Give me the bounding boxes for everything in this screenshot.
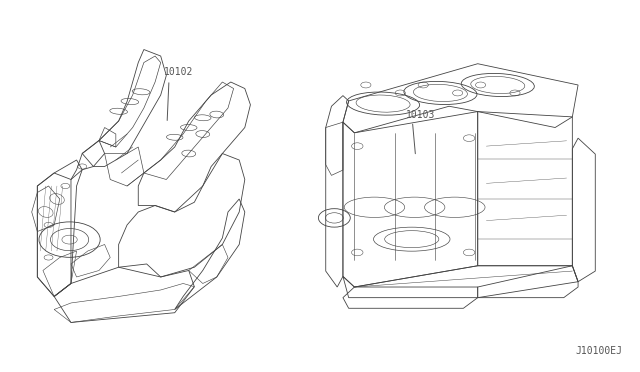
Text: 10103: 10103 bbox=[406, 109, 435, 119]
Text: J10100EJ: J10100EJ bbox=[576, 346, 623, 356]
Text: 10102: 10102 bbox=[164, 67, 193, 77]
